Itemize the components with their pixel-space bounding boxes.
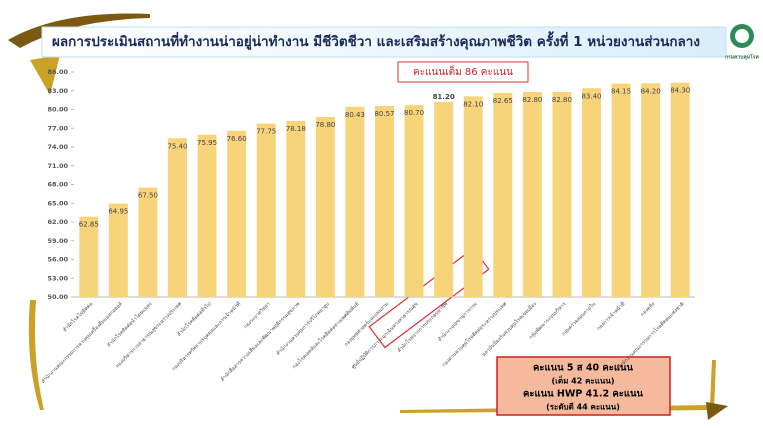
x-tick-label: กองคลัง (640, 301, 657, 318)
summary-box (496, 356, 671, 416)
y-tick-label: 59.00 (47, 237, 68, 245)
bar (404, 105, 424, 297)
value-label: 82.80 (552, 96, 572, 104)
logo-text: กรมควบคุมโรค (725, 54, 759, 61)
swoosh (30, 55, 60, 95)
logo (735, 29, 749, 43)
y-tick-label: 74.00 (47, 143, 68, 151)
y-tick-label: 68.00 (47, 181, 68, 189)
bar (138, 187, 158, 297)
x-tick-label: กองโรคเอดส์และโรคติดต่อทางเพศสัมพันธ์ (291, 301, 361, 371)
y-tick-label: 65.00 (47, 199, 68, 207)
arrow (706, 402, 728, 420)
title-bar (41, 26, 727, 58)
y-tick-label: 83.00 (47, 87, 68, 95)
value-label: 84.30 (670, 87, 690, 95)
x-tick-label: สถาบันป้องกันควบคุมโรคเขตเมือง (481, 300, 539, 358)
bar (434, 102, 454, 297)
x-tick-label: สำนักโรคจากการประกอบอาชีพ (396, 301, 449, 354)
x-tick-label: สำนักโรคไม่ติดต่อ (61, 301, 94, 334)
bar (345, 106, 365, 297)
value-label: 82.10 (463, 100, 483, 108)
y-tick-label: 62.00 (47, 218, 68, 226)
bar (197, 134, 217, 297)
summary: (เต็ม 42 คะแนน) (552, 375, 615, 386)
bar (79, 216, 99, 297)
bar (315, 117, 335, 297)
value-label: 84.15 (611, 88, 631, 96)
y-tick-label: 53.00 (47, 274, 68, 282)
value-label: 62.85 (79, 221, 99, 229)
value-label: 75.40 (167, 142, 187, 150)
swoosh (400, 360, 716, 413)
value-label: 83.40 (581, 92, 601, 100)
x-tick-label: สำนักงานควบคุมการบริโภคยาสูบ (275, 301, 331, 357)
bar (552, 92, 572, 297)
value-label: 82.65 (493, 97, 513, 105)
bar (286, 120, 306, 297)
chart-title: ผลการประเมินสถานที่ทำงานน่าอยู่น่าทำงาน … (52, 31, 700, 50)
value-label: 78.80 (315, 121, 335, 129)
bar (463, 96, 483, 297)
swoosh (28, 300, 44, 410)
y-tick-label: 71.00 (47, 162, 68, 170)
y-tick-label: 80.00 (47, 106, 68, 114)
y-tick-label: 56.00 (47, 256, 68, 264)
swoosh (8, 13, 150, 48)
summary: (ระดับดี 44 คะแนน) (546, 402, 620, 412)
value-label: 76.60 (227, 135, 247, 143)
x-tick-label: กองการเจ้าหน้าที่ (595, 301, 626, 332)
bar (227, 130, 247, 297)
bar (582, 88, 601, 297)
value-label: 75.95 (197, 139, 217, 147)
value-label: 84.20 (641, 87, 661, 95)
bar (375, 105, 394, 297)
value-label: 64.95 (108, 208, 128, 216)
bar (493, 92, 513, 297)
y-tick-label: 86.00 (47, 68, 68, 76)
annotation: คะแนนเต็ม 86 คะแนน (413, 64, 513, 78)
value-label: 81.20 (433, 93, 455, 101)
value-label: 80.70 (404, 109, 424, 117)
annotation-box (397, 61, 529, 83)
summary: คะแนน 5 ส 40 คะแนน (533, 363, 634, 374)
x-tick-label: กองบริหารการสาธารณสุขระหว่างประเทศ (114, 300, 184, 370)
value-label: 80.43 (345, 111, 365, 119)
bar (641, 83, 661, 297)
value-label: 82.80 (522, 96, 542, 104)
x-tick-label: กองระบาดวิทยา (242, 300, 272, 330)
value-label: 80.57 (374, 110, 394, 118)
bar (670, 82, 690, 297)
bar (108, 203, 128, 297)
value-label: 67.50 (138, 192, 158, 200)
y-tick-label: 77.00 (47, 124, 68, 132)
value-label: 77.75 (256, 128, 276, 136)
x-tick-label: ศูนย์ปฏิบัติการภาวะฉุกเฉินทางสาธารณสุข (350, 301, 420, 371)
bar (168, 138, 187, 297)
bar (522, 92, 542, 297)
bar (611, 83, 631, 297)
value-label: 78.18 (286, 125, 306, 133)
bar (256, 123, 276, 297)
summary: คะแนน HWP 41.2 คะแนน (523, 389, 643, 400)
y-tick-label: 50.00 (47, 293, 68, 301)
